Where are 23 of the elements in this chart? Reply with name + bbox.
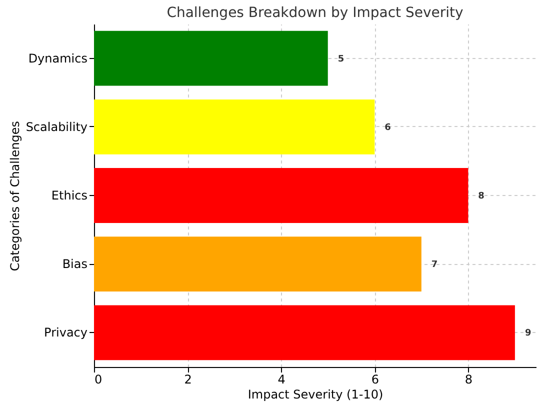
data-label: 6: [384, 122, 391, 133]
x-axis-title: Impact Severity (1-10): [248, 388, 384, 402]
x-tick-label: 8: [464, 372, 472, 386]
x-tick-label: 0: [94, 372, 102, 386]
y-tick-label: Ethics: [51, 188, 88, 202]
chart-title: Challenges Breakdown by Impact Severity: [166, 5, 464, 21]
data-label: 7: [431, 260, 438, 270]
data-label: 9: [524, 328, 532, 339]
bar: [94, 30, 328, 86]
bar: [94, 168, 468, 223]
y-tick-label: Privacy: [44, 326, 88, 340]
bar: [94, 236, 422, 292]
x-tick-label: 6: [371, 372, 379, 386]
x-tick-label: 2: [184, 372, 192, 386]
y-tick-label: Dynamics: [28, 51, 88, 66]
bar: [94, 99, 375, 154]
data-label: 5: [338, 54, 344, 64]
y-axis-title: Categories of Challenges: [8, 120, 22, 272]
y-tick-label: Bias: [62, 257, 88, 272]
y-tick-label: Scalability: [26, 120, 88, 134]
data-label: 8: [478, 192, 484, 202]
bar: [94, 305, 515, 360]
x-tick-label: 4: [278, 372, 286, 386]
